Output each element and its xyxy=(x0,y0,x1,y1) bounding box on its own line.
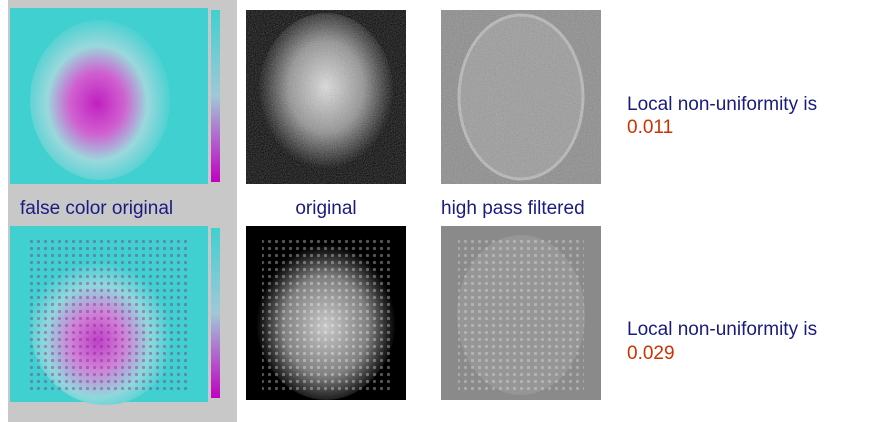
row-label: Local non-uniformity is xyxy=(627,319,817,340)
filtered-grid xyxy=(458,238,584,393)
caption: high pass filtered xyxy=(441,198,585,219)
original-noise xyxy=(246,10,406,184)
filtered-noise xyxy=(441,10,601,184)
original-grid xyxy=(262,238,390,393)
page: false color original original high pass … xyxy=(0,0,872,422)
figure: false color original original high pass … xyxy=(0,0,872,422)
row-label: Local non-uniformity is xyxy=(627,94,817,115)
false-color-grid xyxy=(30,240,190,390)
colorbar xyxy=(211,228,220,398)
colorbar xyxy=(211,10,220,182)
false-color-blob xyxy=(30,20,170,180)
row-value: 0.011 xyxy=(627,117,673,138)
caption: false color original xyxy=(20,198,173,219)
caption: original xyxy=(295,198,356,219)
row-value: 0.029 xyxy=(627,343,675,364)
